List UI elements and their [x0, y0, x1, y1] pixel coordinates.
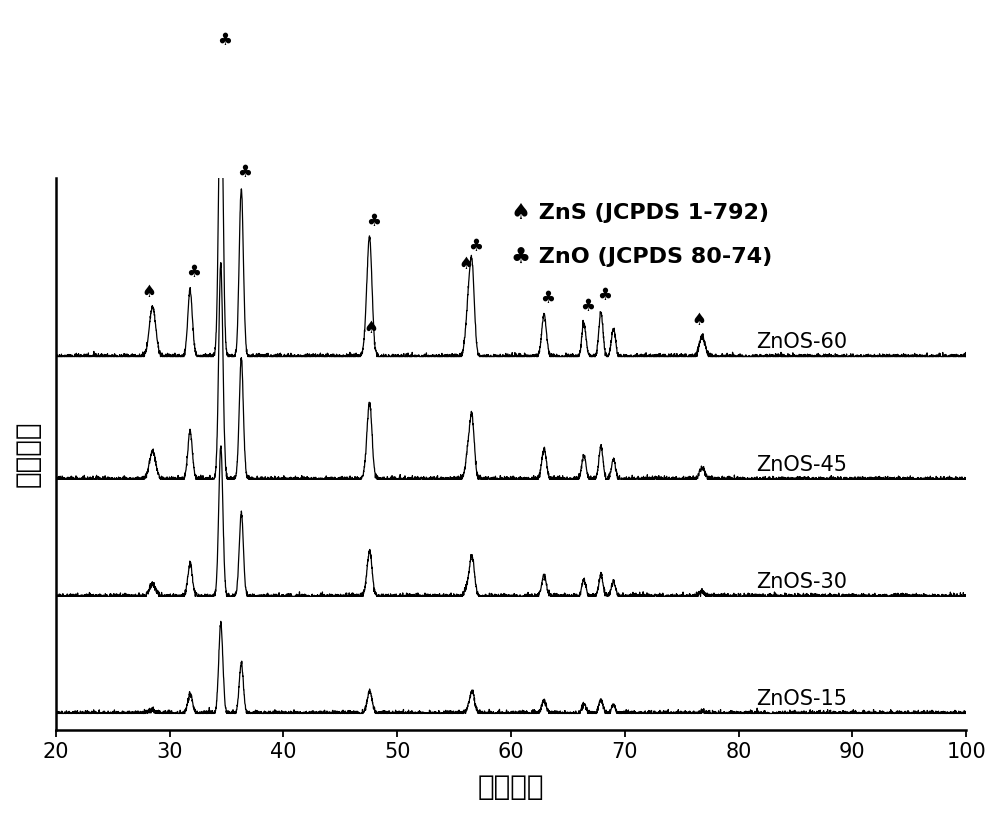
Text: ♣: ♣ — [237, 163, 252, 181]
Text: ♠: ♠ — [691, 311, 706, 328]
Text: ZnOS-15: ZnOS-15 — [756, 689, 847, 709]
Text: ♠: ♠ — [364, 319, 378, 337]
Text: ♣ ZnO (JCPDS 80-74): ♣ ZnO (JCPDS 80-74) — [511, 247, 772, 267]
Text: ♣: ♣ — [366, 212, 381, 230]
Text: ZnOS-30: ZnOS-30 — [756, 572, 847, 592]
Text: ♠: ♠ — [142, 283, 157, 301]
Text: ♣: ♣ — [186, 262, 201, 280]
Y-axis label: 衍射强度: 衍射强度 — [14, 421, 42, 487]
Text: ZnOS-60: ZnOS-60 — [756, 333, 847, 352]
Text: ♣: ♣ — [580, 297, 595, 315]
Text: ZnOS-45: ZnOS-45 — [756, 455, 847, 475]
X-axis label: 扫描角度: 扫描角度 — [478, 773, 544, 801]
Text: ♣: ♣ — [540, 289, 555, 306]
Text: ♣: ♣ — [468, 237, 483, 255]
Text: ♣: ♣ — [597, 286, 612, 305]
Text: ♣: ♣ — [217, 32, 232, 50]
Text: ♠ ZnS (JCPDS 1-792): ♠ ZnS (JCPDS 1-792) — [511, 203, 769, 223]
Text: ♠: ♠ — [458, 255, 473, 273]
